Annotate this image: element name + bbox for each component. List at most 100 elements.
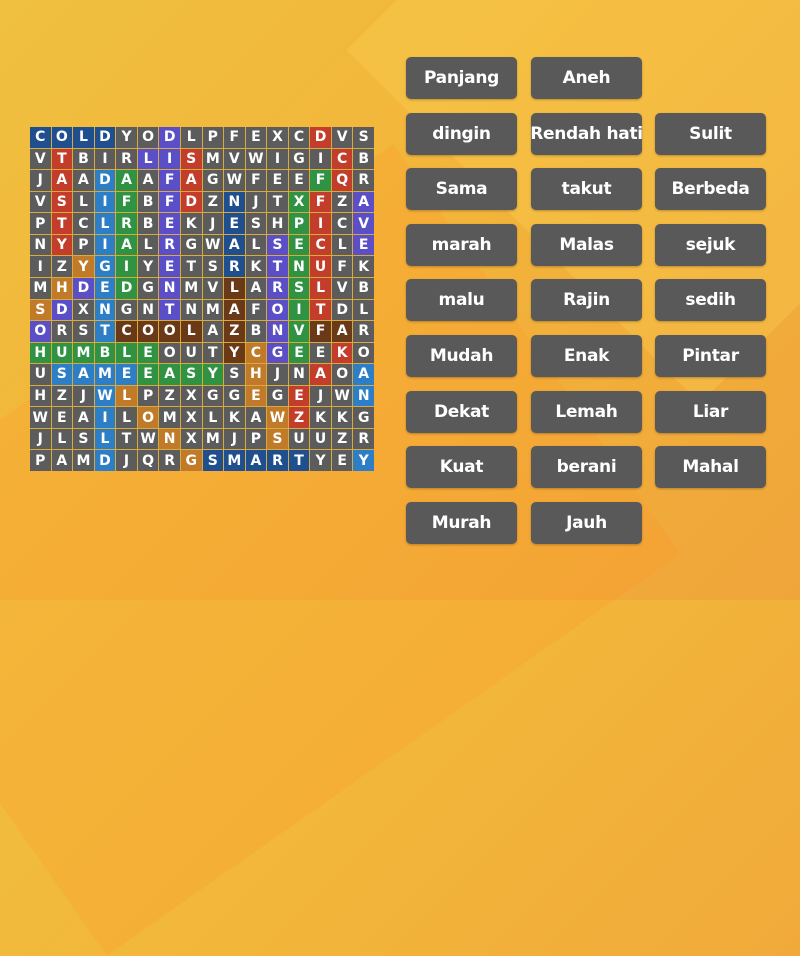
word-button[interactable]: dingin (406, 112, 517, 155)
grid-cell[interactable]: N (180, 299, 202, 321)
grid-cell[interactable]: G (202, 385, 224, 407)
grid-cell[interactable]: E (94, 277, 116, 299)
word-button[interactable]: Liar (655, 390, 766, 433)
grid-cell[interactable]: T (267, 191, 288, 213)
grid-cell[interactable]: C (245, 342, 267, 364)
grid-cell[interactable]: X (180, 385, 202, 407)
grid-cell[interactable]: G (224, 385, 245, 407)
grid-cell[interactable]: L (73, 191, 94, 213)
grid-cell[interactable]: P (245, 428, 267, 450)
grid-cell[interactable]: S (288, 277, 310, 299)
grid-cell[interactable]: A (159, 364, 180, 385)
grid-cell[interactable]: B (137, 213, 159, 234)
grid-cell[interactable]: S (353, 127, 374, 148)
grid-cell[interactable]: U (51, 342, 73, 364)
grid-cell[interactable]: M (180, 277, 202, 299)
grid-cell[interactable]: O (51, 127, 73, 148)
grid-cell[interactable]: A (331, 321, 353, 342)
grid-cell[interactable]: K (353, 256, 374, 277)
grid-cell[interactable]: K (331, 342, 353, 364)
grid-cell[interactable]: O (137, 127, 159, 148)
grid-cell[interactable]: E (137, 364, 159, 385)
grid-cell[interactable]: A (73, 170, 94, 191)
grid-cell[interactable]: E (116, 364, 137, 385)
word-button[interactable]: Rajin (531, 279, 642, 322)
grid-cell[interactable]: O (159, 342, 180, 364)
word-button[interactable]: sejuk (655, 223, 766, 266)
grid-cell[interactable]: S (202, 256, 224, 277)
grid-cell[interactable]: G (94, 256, 116, 277)
word-button[interactable]: Jauh (531, 501, 642, 544)
grid-cell[interactable]: O (30, 321, 51, 342)
grid-cell[interactable]: X (180, 428, 202, 450)
grid-cell[interactable]: T (51, 148, 73, 170)
grid-cell[interactable]: A (73, 364, 94, 385)
grid-cell[interactable]: W (137, 428, 159, 450)
grid-cell[interactable]: E (159, 213, 180, 234)
word-button[interactable]: Kuat (406, 446, 517, 489)
grid-cell[interactable]: C (73, 213, 94, 234)
grid-cell[interactable]: F (116, 191, 137, 213)
grid-cell[interactable]: I (310, 213, 331, 234)
grid-cell[interactable]: V (331, 277, 353, 299)
grid-cell[interactable]: M (30, 277, 51, 299)
grid-cell[interactable]: A (224, 234, 245, 256)
grid-cell[interactable]: V (331, 127, 353, 148)
grid-cell[interactable]: E (245, 385, 267, 407)
grid-cell[interactable]: D (159, 127, 180, 148)
grid-cell[interactable]: N (288, 256, 310, 277)
grid-cell[interactable]: R (267, 450, 288, 471)
grid-cell[interactable]: M (224, 450, 245, 471)
grid-cell[interactable]: K (310, 407, 331, 428)
grid-cell[interactable]: E (353, 234, 374, 256)
word-button[interactable]: Lemah (531, 390, 642, 433)
grid-cell[interactable]: R (224, 256, 245, 277)
grid-cell[interactable]: E (331, 450, 353, 471)
grid-cell[interactable]: L (180, 321, 202, 342)
grid-cell[interactable]: Y (116, 127, 137, 148)
grid-cell[interactable]: X (180, 407, 202, 428)
grid-cell[interactable]: Y (73, 256, 94, 277)
grid-cell[interactable]: W (202, 234, 224, 256)
grid-cell[interactable]: Z (51, 256, 73, 277)
grid-cell[interactable]: L (94, 213, 116, 234)
grid-cell[interactable]: Z (331, 191, 353, 213)
grid-cell[interactable]: N (288, 364, 310, 385)
grid-cell[interactable]: F (159, 170, 180, 191)
grid-cell[interactable]: M (94, 364, 116, 385)
grid-cell[interactable]: S (30, 299, 51, 321)
grid-cell[interactable]: J (224, 428, 245, 450)
grid-cell[interactable]: W (30, 407, 51, 428)
grid-cell[interactable]: I (267, 148, 288, 170)
word-button[interactable]: marah (406, 223, 517, 266)
grid-cell[interactable]: Z (202, 191, 224, 213)
grid-cell[interactable]: Y (202, 364, 224, 385)
grid-cell[interactable]: I (94, 191, 116, 213)
grid-cell[interactable]: V (30, 191, 51, 213)
grid-cell[interactable]: T (51, 213, 73, 234)
grid-cell[interactable]: Q (137, 450, 159, 471)
grid-cell[interactable]: O (267, 299, 288, 321)
grid-cell[interactable]: S (51, 364, 73, 385)
grid-cell[interactable]: D (94, 170, 116, 191)
grid-cell[interactable]: R (116, 213, 137, 234)
grid-cell[interactable]: R (353, 428, 374, 450)
grid-cell[interactable]: M (202, 148, 224, 170)
grid-cell[interactable]: G (267, 385, 288, 407)
grid-cell[interactable]: B (137, 191, 159, 213)
grid-cell[interactable]: F (310, 321, 331, 342)
grid-cell[interactable]: L (353, 299, 374, 321)
grid-cell[interactable]: A (116, 170, 137, 191)
grid-cell[interactable]: A (51, 170, 73, 191)
grid-cell[interactable]: L (51, 428, 73, 450)
grid-cell[interactable]: K (224, 407, 245, 428)
grid-cell[interactable]: S (180, 364, 202, 385)
word-button[interactable]: sedih (655, 279, 766, 322)
grid-cell[interactable]: K (180, 213, 202, 234)
grid-cell[interactable]: Y (137, 256, 159, 277)
grid-cell[interactable]: D (310, 127, 331, 148)
grid-cell[interactable]: V (202, 277, 224, 299)
word-button[interactable]: Mahal (655, 446, 766, 489)
grid-cell[interactable]: R (353, 321, 374, 342)
grid-cell[interactable]: A (51, 450, 73, 471)
